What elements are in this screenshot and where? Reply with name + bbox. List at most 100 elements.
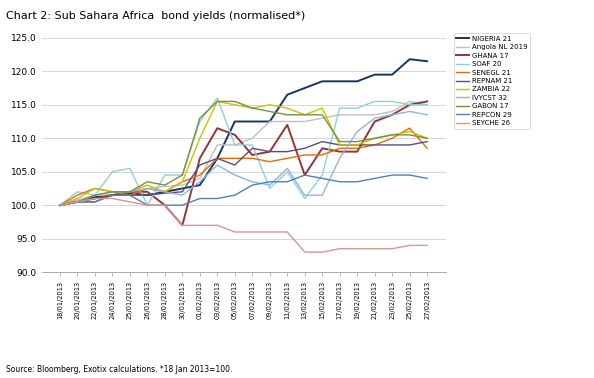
SEYCHE 26 — [336, 246, 343, 251]
IVYCST 32 — [162, 189, 169, 194]
GHANA 17 — [284, 122, 291, 127]
GABON 17 — [162, 183, 169, 187]
SOAF 20 — [162, 173, 169, 177]
SENEGL 21 — [56, 203, 64, 208]
SEYCHE 26 — [301, 250, 308, 254]
Angola NL 2019 — [231, 143, 238, 147]
SOAF 20 — [144, 203, 151, 208]
GABON 17 — [336, 139, 343, 144]
IVYCST 32 — [249, 180, 256, 184]
NIGERIA 21 — [266, 119, 273, 124]
NIGERIA 21 — [162, 189, 169, 194]
SENEGL 21 — [127, 193, 134, 197]
Angola NL 2019 — [179, 183, 186, 187]
Line: SOAF 20: SOAF 20 — [60, 98, 427, 205]
SEYCHE 26 — [318, 250, 326, 254]
SOAF 20 — [196, 119, 203, 124]
Line: REPCON 29: REPCON 29 — [60, 175, 427, 205]
NIGERIA 21 — [231, 119, 238, 124]
REPNAM 21 — [231, 163, 238, 167]
Line: SENEGL 21: SENEGL 21 — [60, 128, 427, 205]
Angola NL 2019 — [371, 113, 378, 117]
ZAMBIA 22 — [179, 180, 186, 184]
IVYCST 32 — [388, 113, 396, 117]
NIGERIA 21 — [91, 195, 99, 200]
GHANA 17 — [91, 196, 99, 201]
Angola NL 2019 — [56, 203, 64, 208]
IVYCST 32 — [284, 166, 291, 170]
ZAMBIA 22 — [318, 106, 326, 110]
IVYCST 32 — [406, 109, 413, 114]
IVYCST 32 — [336, 156, 343, 161]
Text: Source: Bloomberg, Exotix calculations. *18 Jan 2013=100.: Source: Bloomberg, Exotix calculations. … — [6, 365, 232, 374]
IVYCST 32 — [318, 193, 326, 197]
SOAF 20 — [56, 203, 64, 208]
Angola NL 2019 — [318, 116, 326, 121]
GHANA 17 — [388, 113, 396, 117]
NIGERIA 21 — [56, 203, 64, 208]
NIGERIA 21 — [388, 72, 396, 77]
SEYCHE 26 — [91, 196, 99, 201]
REPCON 29 — [371, 176, 378, 181]
Line: Angola NL 2019: Angola NL 2019 — [60, 101, 427, 205]
GABON 17 — [179, 173, 186, 177]
REPNAM 21 — [144, 193, 151, 197]
REPNAM 21 — [301, 146, 308, 150]
REPCON 29 — [127, 193, 134, 197]
ZAMBIA 22 — [196, 136, 203, 141]
GABON 17 — [109, 189, 116, 194]
IVYCST 32 — [214, 163, 221, 167]
Line: IVYCST 32: IVYCST 32 — [60, 112, 427, 205]
SOAF 20 — [127, 166, 134, 170]
SOAF 20 — [318, 173, 326, 177]
REPCON 29 — [284, 180, 291, 184]
GABON 17 — [318, 113, 326, 117]
SEYCHE 26 — [214, 223, 221, 228]
REPNAM 21 — [249, 146, 256, 150]
GHANA 17 — [249, 153, 256, 157]
SOAF 20 — [371, 99, 378, 104]
Line: ZAMBIA 22: ZAMBIA 22 — [60, 101, 427, 205]
REPNAM 21 — [336, 143, 343, 147]
SOAF 20 — [91, 193, 99, 197]
REPNAM 21 — [424, 139, 431, 144]
SENEGL 21 — [353, 146, 361, 150]
NIGERIA 21 — [353, 79, 361, 84]
REPNAM 21 — [179, 189, 186, 194]
GABON 17 — [249, 106, 256, 110]
SOAF 20 — [249, 143, 256, 147]
GABON 17 — [266, 109, 273, 114]
SENEGL 21 — [196, 173, 203, 177]
NIGERIA 21 — [371, 72, 378, 77]
GABON 17 — [214, 99, 221, 104]
SEYCHE 26 — [144, 203, 151, 208]
ZAMBIA 22 — [336, 143, 343, 147]
Angola NL 2019 — [424, 102, 431, 107]
Angola NL 2019 — [249, 136, 256, 141]
Angola NL 2019 — [388, 109, 396, 114]
SOAF 20 — [388, 99, 396, 104]
Angola NL 2019 — [284, 119, 291, 124]
GHANA 17 — [109, 193, 116, 197]
ZAMBIA 22 — [301, 113, 308, 117]
SOAF 20 — [109, 169, 116, 174]
SEYCHE 26 — [371, 246, 378, 251]
Line: NIGERIA 21: NIGERIA 21 — [60, 59, 427, 205]
SENEGL 21 — [388, 136, 396, 141]
NIGERIA 21 — [144, 193, 151, 197]
IVYCST 32 — [353, 129, 361, 134]
REPNAM 21 — [406, 143, 413, 147]
ZAMBIA 22 — [162, 189, 169, 194]
SENEGL 21 — [162, 189, 169, 194]
REPCON 29 — [214, 196, 221, 201]
SEYCHE 26 — [266, 230, 273, 234]
REPNAM 21 — [109, 193, 116, 197]
GHANA 17 — [144, 189, 151, 194]
Angola NL 2019 — [336, 113, 343, 117]
Text: Chart 2: Sub Sahara Africa  bond yields (normalised*): Chart 2: Sub Sahara Africa bond yields (… — [6, 11, 305, 21]
Line: SEYCHE 26: SEYCHE 26 — [60, 198, 427, 252]
SEYCHE 26 — [127, 200, 134, 204]
NIGERIA 21 — [109, 193, 116, 197]
GHANA 17 — [336, 149, 343, 154]
GABON 17 — [406, 133, 413, 137]
